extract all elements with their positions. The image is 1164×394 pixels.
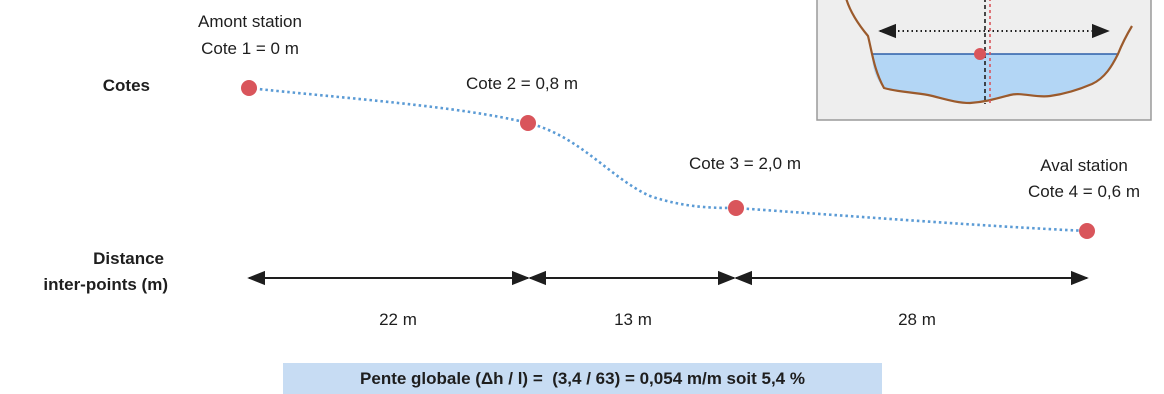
- water-area: [872, 54, 1118, 103]
- point-3: [728, 200, 744, 216]
- distance-3-label: 28 m: [898, 310, 936, 329]
- distance-label-line2: inter-points (m): [43, 275, 168, 294]
- point-3-value: Cote 3 = 2,0 m: [689, 154, 801, 173]
- inset-measure-point: [974, 48, 986, 60]
- profile-curve: [248, 86, 1088, 233]
- cross-section-inset: [816, 0, 1152, 121]
- point-1-value: Cote 1 = 0 m: [201, 39, 299, 58]
- point-2-value: Cote 2 = 0,8 m: [466, 74, 578, 93]
- distance-1-label: 22 m: [379, 310, 417, 329]
- point-4-value: Cote 4 = 0,6 m: [1028, 182, 1140, 201]
- point-2: [520, 115, 536, 131]
- distance-label-line1: Distance: [93, 249, 164, 268]
- distance-2-label: 13 m: [614, 310, 652, 329]
- point-4: [1079, 223, 1095, 239]
- point-4-title: Aval station: [1040, 156, 1128, 175]
- point-1-title: Amont station: [198, 12, 302, 31]
- point-1: [241, 80, 257, 96]
- formula-box: Pente globale (Δh / l) = (3,4 / 63) = 0,…: [283, 363, 882, 394]
- cotes-label: Cotes: [103, 76, 150, 95]
